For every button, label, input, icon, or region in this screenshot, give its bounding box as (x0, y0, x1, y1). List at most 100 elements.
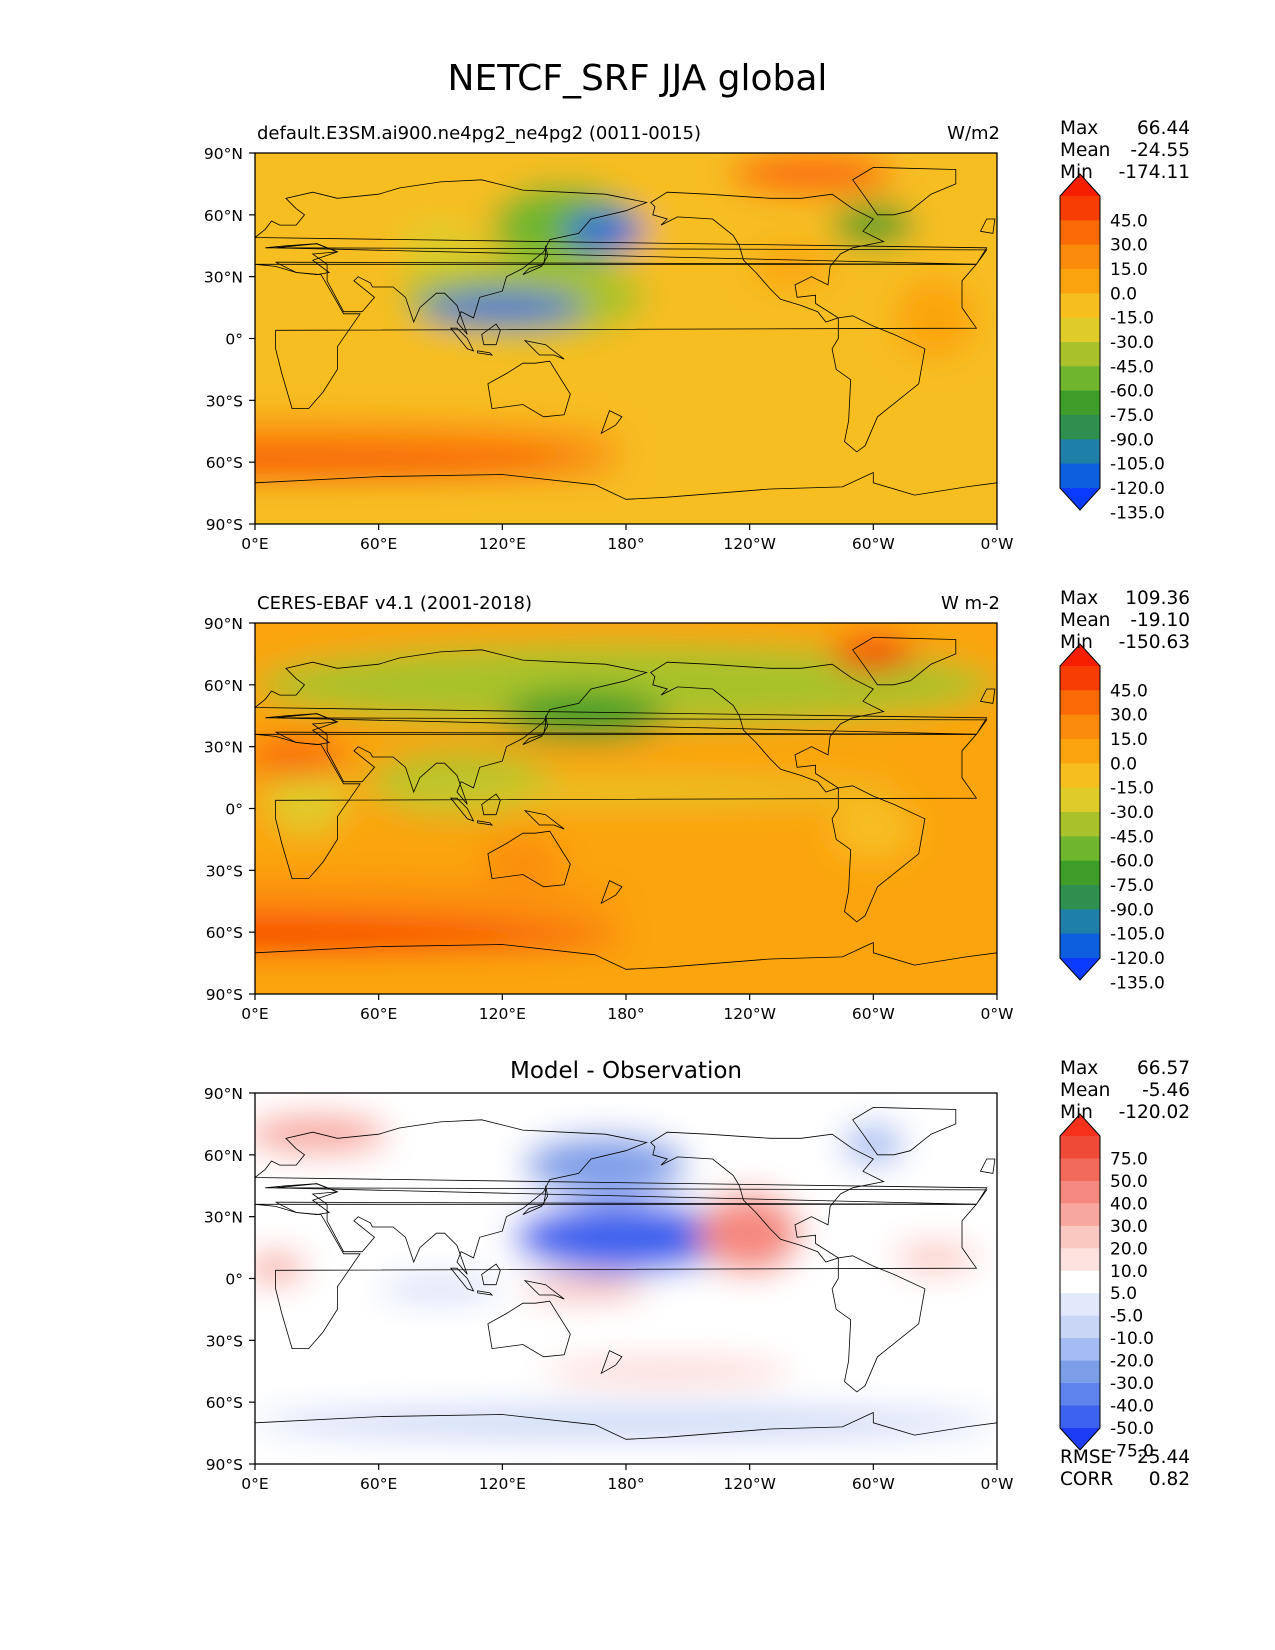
model-y-tick-label: 30°S (206, 392, 243, 410)
difference-colorbar-label: 40.0 (1110, 1194, 1148, 1214)
difference-x-tick-label: 60°W (852, 1475, 895, 1493)
observation-colorbar-segment (1060, 714, 1100, 740)
observation-colorbar-segment (1060, 739, 1100, 764)
observation-field-region (255, 643, 997, 727)
model-colorbar-segment (1060, 415, 1100, 440)
difference-colorbar-segment (1060, 1315, 1100, 1339)
difference-colorbar-label: 30.0 (1110, 1217, 1148, 1237)
difference-colorbar-label: 5.0 (1110, 1284, 1137, 1304)
observation-map: 0°E 60°E 120°E 180° 120°W 60°W 0°W 90°N 60°N 30°N… (204, 615, 1165, 1023)
observation-field-region (832, 638, 915, 670)
difference-colorbar-segment (1060, 1338, 1100, 1362)
model-colorbar-label: 0.0 (1110, 284, 1137, 304)
difference-colorbar-label: 75.0 (1110, 1149, 1148, 1169)
difference-colorbar-label: -75.0 (1110, 1441, 1154, 1461)
model-colorbar-label: -120.0 (1110, 479, 1165, 499)
model-colorbar-label: 15.0 (1110, 260, 1148, 280)
model-y-tick-label: 60°N (204, 207, 243, 225)
model-colorbar-segment (1060, 269, 1100, 294)
observation-title: CERES-EBAF v4.1 (2001-2018) (257, 593, 533, 614)
observation-colorbar-label: 45.0 (1110, 681, 1148, 701)
model-coastline (255, 179, 988, 335)
observation-field-region (481, 839, 565, 881)
figure-title: NETCF_SRF JJA global (447, 58, 828, 99)
difference-coastline (523, 1279, 565, 1300)
observation-colorbar-segment (1060, 787, 1100, 813)
model-title: default.E3SM.ai900.ne4pg2_ne4pg2 (0011-0… (257, 123, 702, 144)
observation-x-tick-label: 180° (607, 1005, 644, 1023)
difference-field-region (512, 1201, 740, 1274)
model-coastline (477, 350, 494, 356)
difference-colorbar-segment (1060, 1360, 1100, 1384)
difference-colorbar-outline (1059, 1113, 1101, 1451)
observation-colorbar-label: 0.0 (1110, 754, 1137, 774)
difference-colorbar-segment (1060, 1383, 1100, 1407)
observation-y-tick-label: 30°N (204, 739, 243, 757)
model-colorbar-label: -75.0 (1110, 406, 1154, 426)
difference-field-region (522, 1134, 688, 1197)
difference-colorbar-label: 50.0 (1110, 1172, 1148, 1192)
difference-field-region (893, 1242, 977, 1274)
difference-y-tick-label: 90°N (204, 1085, 243, 1103)
observation-field-region (255, 736, 348, 778)
observation-y-tick-label: 60°S (206, 924, 243, 942)
model-colorbar: 45.0 30.0 15.0 0.0 -15.0 -30.0 -45.0 -60.0 -75.0… (1059, 173, 1165, 523)
observation-x-tick-label: 60°E (360, 1005, 397, 1023)
model-x-tick-label: 0°E (241, 535, 268, 553)
difference-field-region (378, 1278, 503, 1300)
observation-colorbar-label: -30.0 (1110, 803, 1154, 823)
model-coastline (255, 471, 997, 524)
difference-colorbar-cap-low (1060, 1428, 1100, 1450)
difference-x-tick-label: 120°W (723, 1475, 776, 1493)
difference-y-tick-label: 60°N (204, 1147, 243, 1165)
difference-coastline (481, 1263, 501, 1286)
observation-coastline (449, 797, 475, 822)
difference-y-tick-label: 0° (225, 1271, 243, 1289)
model-y-tick-label: 90°N (204, 145, 243, 163)
observation-colorbar-segment (1060, 836, 1100, 862)
model-y-tick-label: 60°S (206, 454, 243, 472)
difference-coastline (255, 1411, 997, 1464)
difference-colorbar-cap-high (1060, 1114, 1100, 1136)
model-coastline (275, 261, 978, 409)
model-colorbar-segment (1060, 220, 1100, 246)
observation-colorbar-cap-low (1060, 958, 1100, 980)
model-colorbar-label: -45.0 (1110, 357, 1154, 377)
model-coastline (522, 245, 549, 275)
model-colorbar-segment (1060, 244, 1100, 270)
observation-colorbar: 45.0 30.0 15.0 0.0 -15.0 -30.0 -45.0 -60.0 -75.0… (1059, 643, 1165, 993)
difference-colorbar-segment (1060, 1405, 1100, 1429)
observation-colorbar-segment (1060, 690, 1100, 716)
difference-coastline (449, 1267, 475, 1292)
model-coastline (650, 191, 885, 323)
difference-y-tick-label: 30°S (206, 1332, 243, 1350)
difference-y-tick-label: 90°S (206, 1456, 243, 1474)
difference-field-region (255, 1113, 389, 1155)
difference-x-tick-label: 120°E (479, 1475, 526, 1493)
model-field-region (255, 155, 626, 193)
model-coastline (255, 243, 977, 276)
difference-coastline (600, 1350, 623, 1375)
difference-y-tick-label: 60°S (206, 1394, 243, 1412)
model-colorbar-segment (1060, 463, 1100, 489)
difference-field (255, 1093, 997, 1464)
difference-coastline (255, 1183, 977, 1216)
difference-colorbar-segment (1060, 1248, 1100, 1272)
difference-coastline (255, 1119, 988, 1275)
observation-field-region (265, 762, 348, 835)
observation-units: W m-2 (940, 593, 1000, 614)
model-colorbar-label: -30.0 (1110, 333, 1154, 353)
model-y-tick-label: 30°N (204, 269, 243, 287)
observation-coastline (852, 636, 957, 686)
model-coastline (449, 327, 475, 352)
model-map: 0°E 60°E 120°E 180° 120°W 60°W 0°W 90°N 60°N 30°N… (204, 145, 1165, 553)
model-y-tick-label: 90°S (206, 516, 243, 534)
observation-coastlines (255, 636, 997, 994)
difference-colorbar-segment (1060, 1136, 1100, 1159)
observation-x-tick-label: 60°W (852, 1005, 895, 1023)
difference-colorbar-label: -30.0 (1110, 1374, 1154, 1394)
model-colorbar-cap-high (1060, 174, 1100, 196)
difference-field-region (522, 1278, 647, 1300)
observation-y-tick-label: 30°S (206, 862, 243, 880)
observation-coastline (481, 793, 501, 816)
